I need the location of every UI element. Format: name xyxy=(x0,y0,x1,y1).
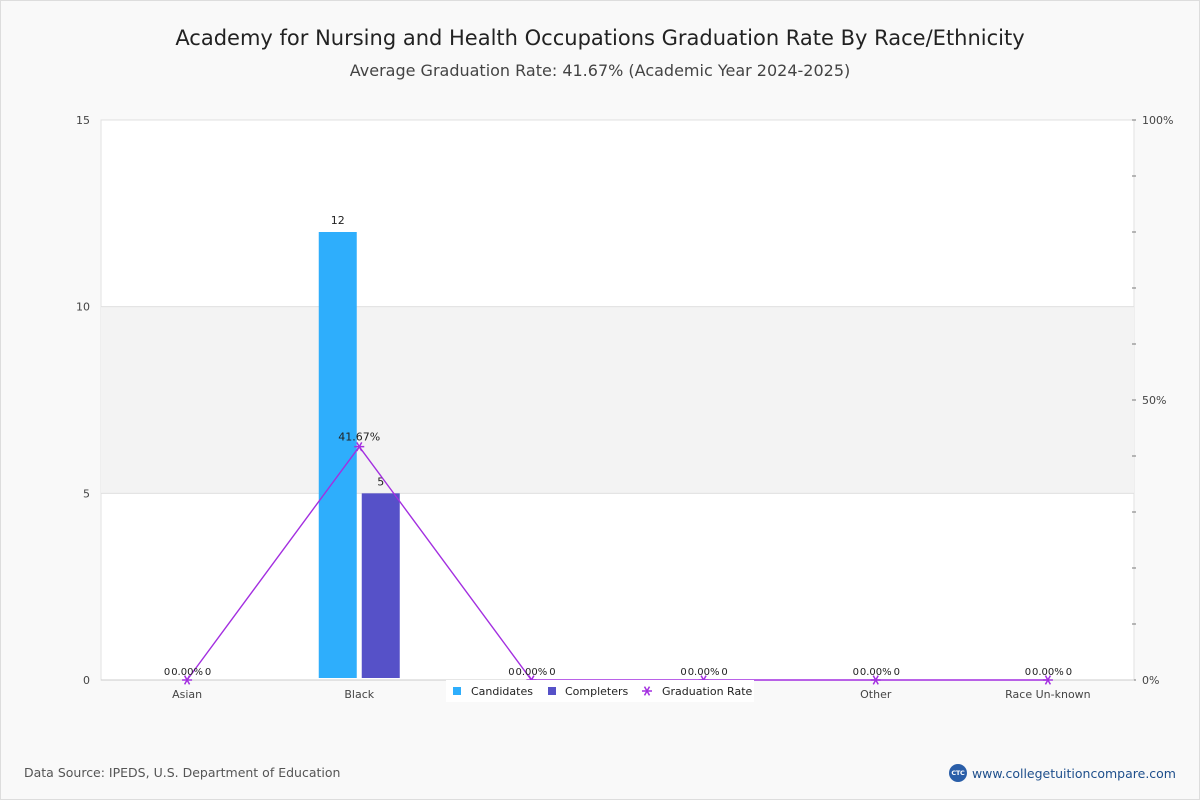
y2-tick-label: 100% xyxy=(1142,114,1173,127)
brand-link[interactable]: CTC www.collegetuitioncompare.com xyxy=(948,764,1176,782)
graduation-rate-label: 0.00% xyxy=(516,667,548,678)
bar-value-label: 0 xyxy=(508,667,514,678)
graduation-rate-point xyxy=(354,441,365,452)
legend-label-graduation-rate: Graduation Rate xyxy=(662,685,753,698)
legend-label-completers: Completers xyxy=(565,685,629,698)
legend-swatch-graduation-rate xyxy=(642,686,652,696)
chart-subtitle: Average Graduation Rate: 41.67% (Academi… xyxy=(349,61,851,80)
bar-value-label: 0 xyxy=(549,667,555,678)
x-tick-label: Other xyxy=(860,688,892,701)
bar-value-label: 0 xyxy=(894,667,900,678)
x-tick-label: Race Un-known xyxy=(1005,688,1091,701)
bar-value-label: 0 xyxy=(680,667,686,678)
bar-completers xyxy=(361,493,400,678)
y2-tick-label: 0% xyxy=(1142,674,1159,687)
brand-url[interactable]: www.collegetuitioncompare.com xyxy=(971,765,1176,781)
bar-value-label: 0 xyxy=(1025,667,1031,678)
ctc-logo-icon: CTC xyxy=(948,764,967,782)
legend-swatch-candidates xyxy=(453,687,461,695)
y-tick-label: 0 xyxy=(83,674,90,687)
graduation-rate-label: 41.67% xyxy=(338,431,380,444)
chart-title: Academy for Nursing and Health Occupatio… xyxy=(175,26,1025,50)
graduation-rate-label: 0.00% xyxy=(171,667,203,678)
x-tick-label: Black xyxy=(344,688,374,701)
bar-value-label: 0 xyxy=(1066,667,1072,678)
graduation-rate-label: 0.00% xyxy=(860,667,892,678)
graduation-rate-point xyxy=(870,675,881,685)
y-tick-label: 10 xyxy=(76,301,90,314)
graduation-rate-point xyxy=(1042,675,1053,685)
legend-box xyxy=(446,680,754,702)
bar-value-label: 0 xyxy=(853,667,859,678)
bar-value-label: 12 xyxy=(331,214,345,227)
bar-candidates xyxy=(318,232,357,678)
plot-band xyxy=(101,306,1134,494)
graduation-rate-label: 0.00% xyxy=(688,667,720,678)
y-tick-label: 15 xyxy=(76,114,90,127)
legend-label-candidates: Candidates xyxy=(471,685,533,698)
bar-value-label: 0 xyxy=(164,667,170,678)
graduation-rate-point xyxy=(182,675,193,685)
y-tick-label: 5 xyxy=(83,487,90,500)
graduation-rate-label: 0.00% xyxy=(1032,667,1064,678)
bar-value-label: 0 xyxy=(205,667,211,678)
legend-swatch-completers xyxy=(548,687,556,695)
x-tick-label: Asian xyxy=(172,688,202,701)
data-source-note: Data Source: IPEDS, U.S. Department of E… xyxy=(24,765,341,780)
bar-value-label: 0 xyxy=(721,667,727,678)
y2-tick-label: 50% xyxy=(1142,394,1166,407)
bar-value-label: 5 xyxy=(377,475,384,488)
